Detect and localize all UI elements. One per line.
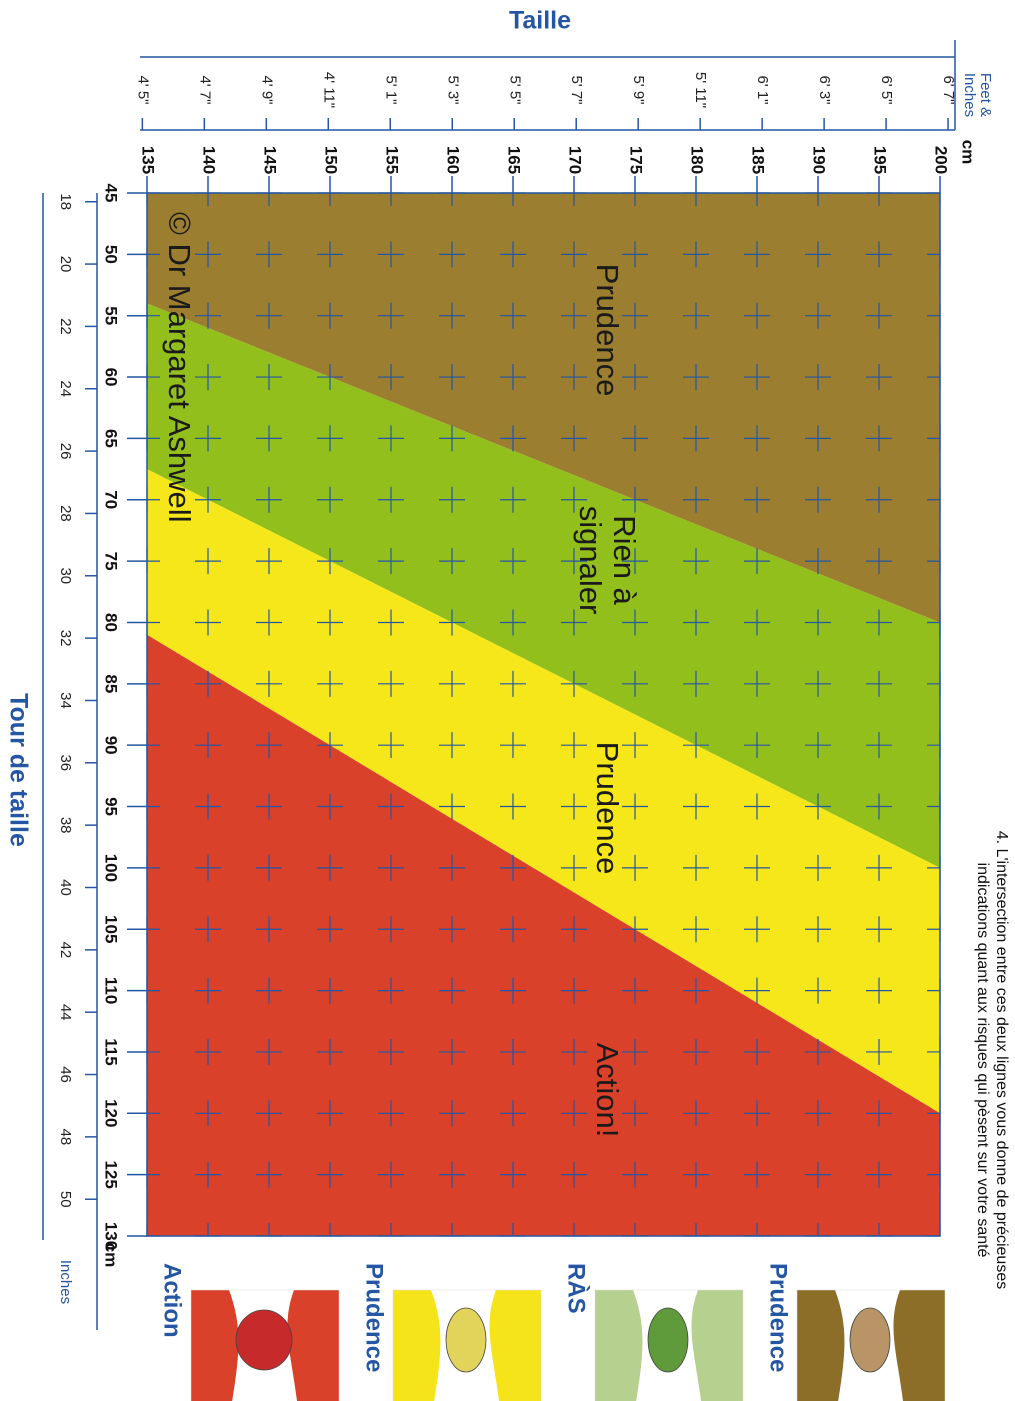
y-tick-label: 185 [749, 146, 768, 174]
x-tick-label: 65 [102, 429, 121, 448]
legend-fruit [850, 1308, 890, 1372]
x2-unit: Inches [57, 1260, 74, 1304]
x2-tick-label: 48 [57, 1129, 74, 1146]
y2-tick-label: 6' 5" [878, 75, 895, 104]
x-tick-label: 45 [102, 184, 121, 203]
y2-tick-label: 5' 9" [630, 75, 647, 104]
legend-label: RÀS [563, 1263, 591, 1314]
x2-tick-label: 34 [57, 692, 74, 709]
x2-tick-label: 22 [57, 318, 74, 335]
y-tick-label: 180 [688, 146, 707, 174]
zone-label: signaler [573, 506, 608, 615]
legend-label: Action [159, 1263, 186, 1338]
y2-tick-label: 5' 3" [444, 75, 461, 104]
legend-fruit [236, 1310, 292, 1370]
zone-label: Prudence [590, 264, 625, 397]
x2-tick-label: 28 [57, 505, 74, 522]
x-tick-label: 120 [102, 1099, 121, 1127]
x2-tick-label: 46 [57, 1066, 74, 1083]
legend-fruit [648, 1308, 688, 1372]
y-tick-label: 190 [810, 146, 829, 174]
legend-label: Prudence [765, 1263, 792, 1372]
y2-tick-label: 4' 5" [134, 75, 151, 104]
y2-unit: Feet & [977, 73, 994, 117]
x-tick-label: 55 [102, 306, 121, 325]
x-tick-label: 70 [102, 490, 121, 509]
x2-tick-label: 38 [57, 817, 74, 834]
x2-tick-label: 26 [57, 443, 74, 460]
copyright: © Dr Margaret Ashwell [162, 212, 197, 523]
y-tick-label: 200 [932, 146, 951, 174]
y2-tick-label: 5' 7" [568, 75, 585, 104]
zone-label: Prudence [590, 742, 625, 875]
y2-tick-label: 4' 7" [196, 75, 213, 104]
y2-unit: Inches [961, 73, 978, 117]
x-tick-label: 90 [102, 736, 121, 755]
x-tick-label: 115 [102, 1038, 121, 1065]
y2-tick-label: 5' 11" [692, 72, 709, 108]
x-tick-label: 75 [102, 552, 121, 571]
x-tick-label: 125 [102, 1160, 121, 1188]
x-tick-label: 100 [102, 854, 121, 882]
y2-tick-label: 5' 1" [382, 75, 399, 104]
zone-label: Action! [590, 1043, 625, 1138]
zone-label: Rien à [607, 515, 642, 605]
y-unit: cm [959, 140, 978, 165]
legend-label: Prudence [361, 1263, 388, 1372]
y-tick-label: 140 [200, 146, 219, 174]
x2-tick-label: 40 [57, 879, 74, 896]
x2-tick-label: 18 [57, 193, 74, 210]
y-tick-label: 160 [444, 146, 463, 174]
y-tick-label: 150 [322, 146, 341, 174]
y2-tick-label: 4' 9" [258, 75, 275, 104]
x2-tick-label: 36 [57, 754, 74, 771]
y-tick-label: 135 [139, 146, 158, 174]
x-tick-label: 50 [102, 245, 121, 264]
y-tick-label: 145 [261, 146, 280, 174]
legend-fruit [446, 1308, 486, 1372]
x2-tick-label: 42 [57, 942, 74, 959]
rotated-chart: 4. L'intersection entre ces deux lignes … [4, 40, 1009, 1401]
header-line: 4. L'intersection entre ces deux lignes … [993, 831, 1010, 1289]
x2-tick-label: 44 [57, 1004, 74, 1021]
x2-tick-label: 30 [57, 567, 74, 584]
x-tick-label: 60 [102, 368, 121, 387]
x-tick-label: 80 [102, 613, 121, 632]
x2-tick-label: 50 [57, 1191, 74, 1208]
x-tick-label: 130 [102, 1222, 121, 1250]
x-tick-label: 95 [102, 797, 121, 816]
page: Taille 4. L'intersection entre ces deux … [0, 0, 1015, 1401]
y-tick-label: 165 [505, 146, 524, 174]
y2-tick-label: 5' 5" [506, 75, 523, 104]
y2-tick-label: 6' 3" [816, 75, 833, 104]
x-tick-label: 110 [102, 977, 121, 1004]
y2-tick-label: 4' 11" [320, 72, 337, 108]
x2-tick-label: 24 [57, 380, 74, 397]
y2-tick-label: 6' 7" [940, 75, 957, 104]
y-tick-label: 195 [871, 146, 890, 174]
y-tick-label: 175 [627, 146, 646, 174]
x-tick-label: 85 [102, 674, 121, 693]
x-tick-label: 105 [102, 915, 121, 943]
x2-tick-label: 20 [57, 256, 74, 273]
x-axis-title: Tour de taille [4, 693, 32, 847]
y-tick-label: 155 [383, 146, 402, 174]
y2-tick-label: 6' 1" [754, 75, 771, 104]
x2-tick-label: 32 [57, 630, 74, 647]
y-axis-title: Taille [509, 7, 571, 35]
header-line: indications quant aux risques qui pèsent… [974, 863, 991, 1258]
y-tick-label: 170 [566, 146, 585, 174]
